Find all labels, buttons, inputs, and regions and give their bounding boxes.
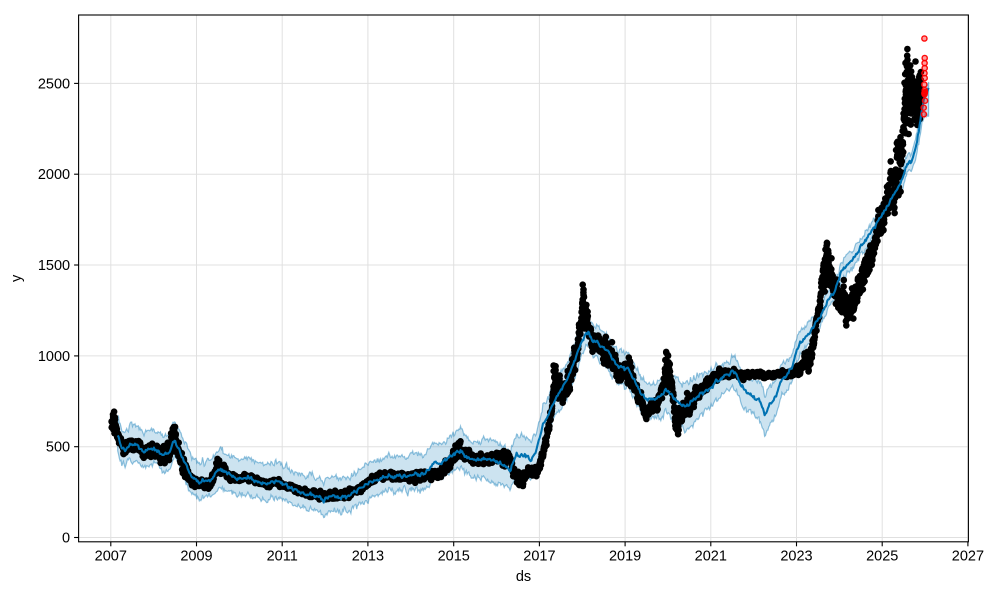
svg-text:y: y — [9, 274, 25, 282]
svg-text:2011: 2011 — [267, 549, 298, 565]
svg-text:2023: 2023 — [780, 549, 812, 565]
svg-text:2019: 2019 — [609, 549, 641, 565]
svg-text:2007: 2007 — [95, 549, 127, 565]
svg-text:1500: 1500 — [38, 258, 70, 274]
svg-text:2000: 2000 — [38, 167, 70, 183]
svg-text:500: 500 — [46, 440, 70, 456]
svg-text:0: 0 — [62, 531, 70, 547]
svg-text:2013: 2013 — [352, 549, 384, 565]
svg-text:ds: ds — [516, 569, 531, 585]
svg-text:2025: 2025 — [866, 549, 898, 565]
svg-text:2500: 2500 — [38, 76, 70, 92]
svg-text:2021: 2021 — [695, 549, 727, 565]
svg-text:2027: 2027 — [952, 549, 984, 565]
svg-text:2015: 2015 — [438, 549, 470, 565]
svg-text:2009: 2009 — [180, 549, 212, 565]
svg-text:2017: 2017 — [523, 549, 555, 565]
svg-text:1000: 1000 — [38, 349, 70, 365]
